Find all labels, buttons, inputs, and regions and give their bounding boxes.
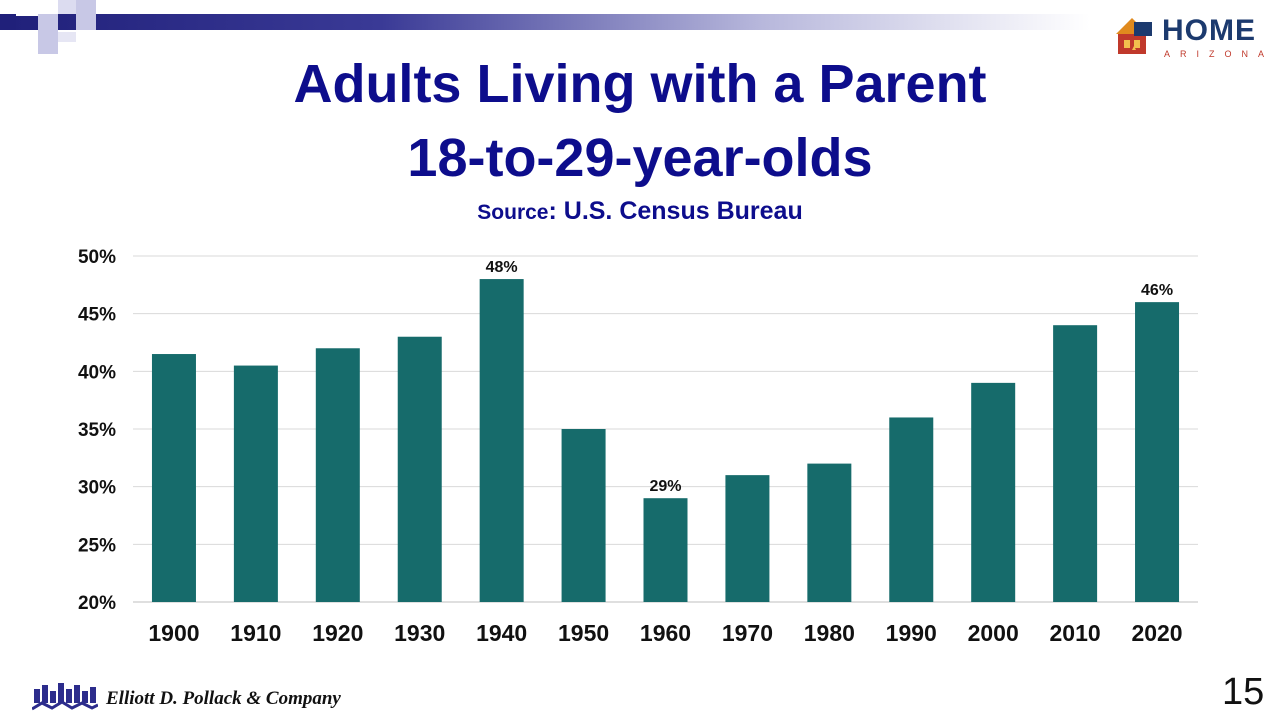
source-value: U.S. Census Bureau [556, 197, 803, 225]
x-tick-label: 1990 [886, 620, 937, 646]
y-tick-label: 20% [78, 593, 116, 614]
x-tick-label: 1900 [148, 620, 199, 646]
bar [807, 463, 852, 602]
data-label: 29% [649, 478, 681, 495]
header-square [76, 0, 96, 30]
house-icon [1116, 18, 1152, 54]
x-tick-label: 1980 [804, 620, 855, 646]
header-square [38, 32, 58, 54]
bar [151, 354, 196, 602]
x-tick-label: 2010 [1050, 620, 1101, 646]
bar [725, 475, 770, 602]
header-square [0, 14, 16, 30]
bar [315, 348, 360, 602]
bar [1135, 302, 1180, 602]
bar [397, 336, 442, 602]
y-tick-label: 40% [78, 362, 116, 383]
bar [233, 365, 278, 602]
header-square [38, 14, 58, 32]
bar [643, 498, 688, 602]
x-tick-label: 2000 [968, 620, 1019, 646]
x-tick-label: 1960 [640, 620, 691, 646]
page-number: 15 [1222, 671, 1265, 713]
bar [561, 429, 606, 602]
header-square [58, 0, 76, 14]
slide-title-line-2: 18-to-29-year-olds [407, 128, 873, 188]
x-tick-label: 1940 [476, 620, 527, 646]
data-label: 46% [1141, 282, 1173, 299]
x-tick-label: 1970 [722, 620, 773, 646]
x-tick-label: 1930 [394, 620, 445, 646]
x-tick-label: 1950 [558, 620, 609, 646]
source-colon: : [548, 197, 557, 225]
y-tick-label: 50% [78, 247, 116, 268]
x-tick-label: 2020 [1131, 620, 1182, 646]
logo-subtitle: ARIZONA [1164, 49, 1275, 59]
source-label: Source [477, 201, 549, 224]
bar [971, 382, 1016, 602]
pollack-logo-icon [32, 681, 98, 711]
source-line: Source: U.S. Census Bureau [0, 196, 1280, 228]
data-label: 48% [486, 259, 518, 276]
logo-title: HOME [1162, 14, 1256, 47]
y-tick-label: 45% [78, 305, 116, 326]
slide-title-line-1: Adults Living with a Parent [293, 54, 987, 114]
y-tick-label: 30% [78, 478, 116, 499]
x-tick-label: 1910 [230, 620, 281, 646]
header-square [16, 0, 38, 16]
bar [889, 417, 934, 602]
home-arizona-logo: HOME ARIZONA [1112, 12, 1272, 62]
y-tick-label: 25% [78, 535, 116, 556]
x-tick-label: 1920 [312, 620, 363, 646]
y-tick-label: 35% [78, 420, 116, 441]
header-square [58, 32, 76, 42]
company-name: Elliott D. Pollack & Company [106, 688, 341, 709]
bar [479, 279, 524, 602]
bar [1053, 325, 1098, 602]
header-band [0, 14, 1090, 30]
